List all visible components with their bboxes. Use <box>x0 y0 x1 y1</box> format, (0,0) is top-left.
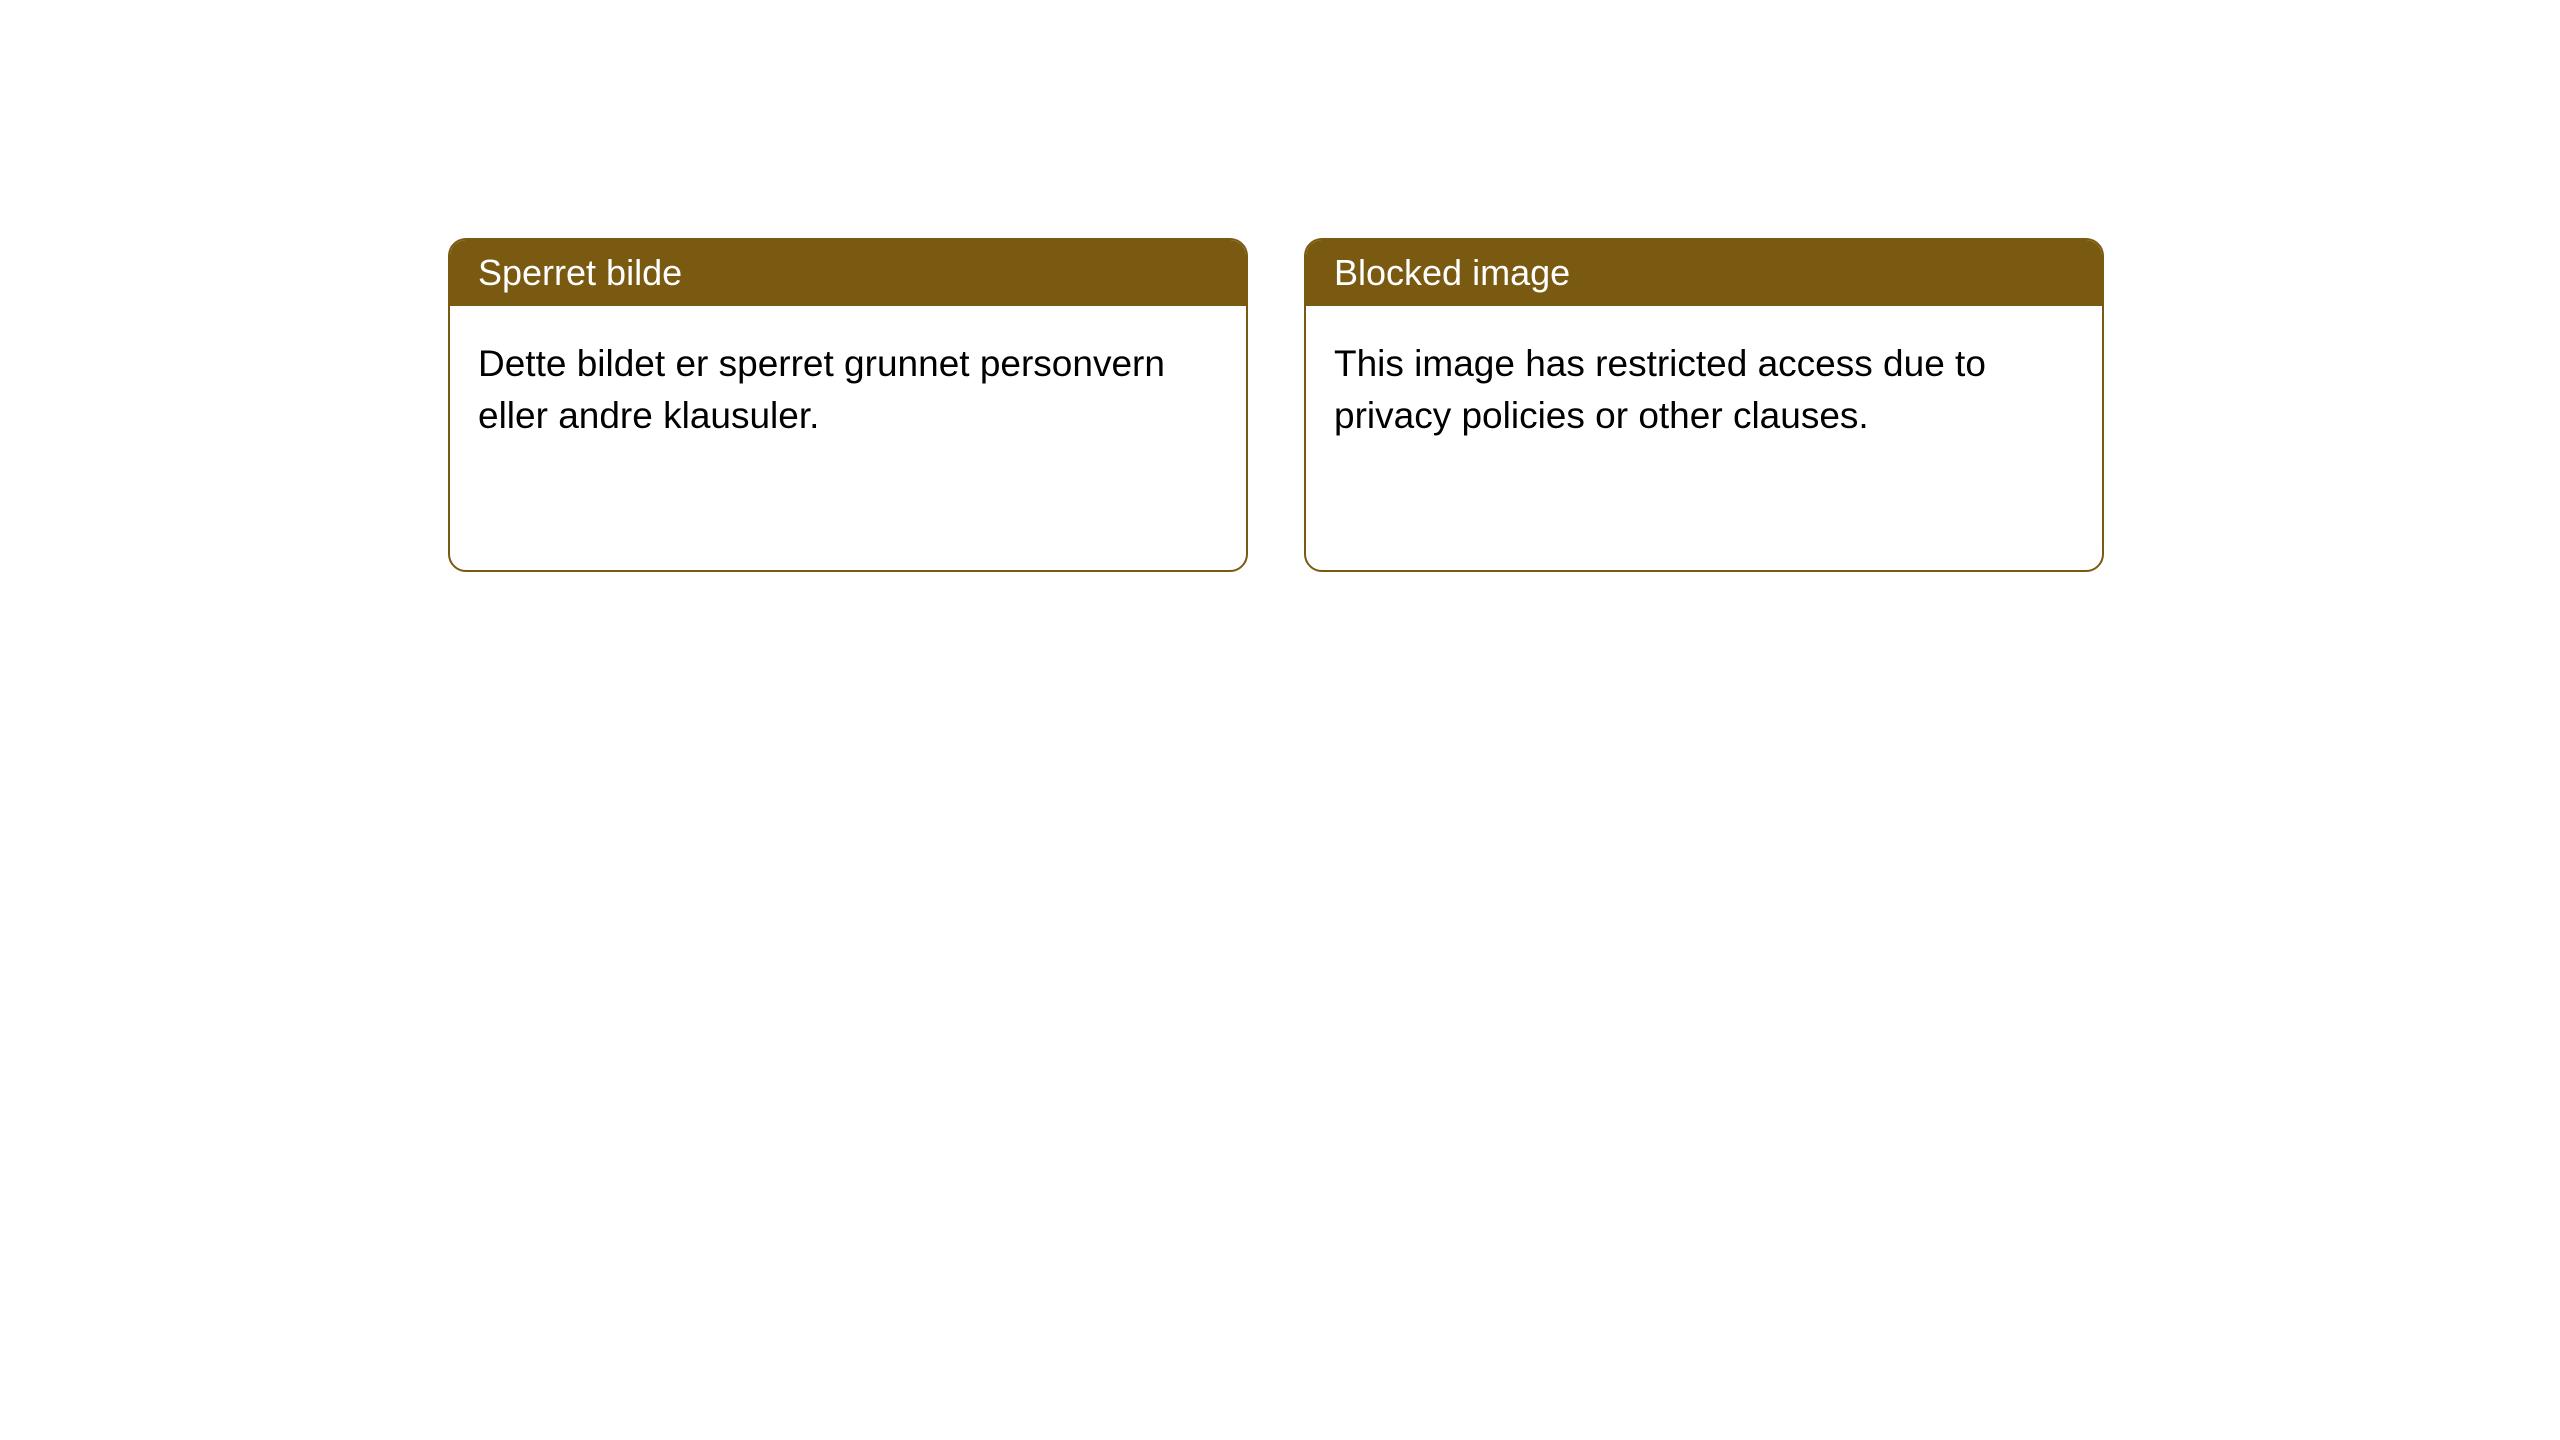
notice-container: Sperret bilde Dette bildet er sperret gr… <box>0 0 2560 572</box>
notice-title: Sperret bilde <box>478 252 682 293</box>
notice-body: This image has restricted access due to … <box>1306 306 2102 474</box>
notice-header: Sperret bilde <box>450 240 1246 306</box>
notice-body-text: Dette bildet er sperret grunnet personve… <box>478 343 1165 436</box>
notice-header: Blocked image <box>1306 240 2102 306</box>
notice-card-english: Blocked image This image has restricted … <box>1304 238 2104 572</box>
notice-title: Blocked image <box>1334 252 1570 293</box>
notice-body: Dette bildet er sperret grunnet personve… <box>450 306 1246 474</box>
notice-body-text: This image has restricted access due to … <box>1334 343 1986 436</box>
notice-card-norwegian: Sperret bilde Dette bildet er sperret gr… <box>448 238 1248 572</box>
